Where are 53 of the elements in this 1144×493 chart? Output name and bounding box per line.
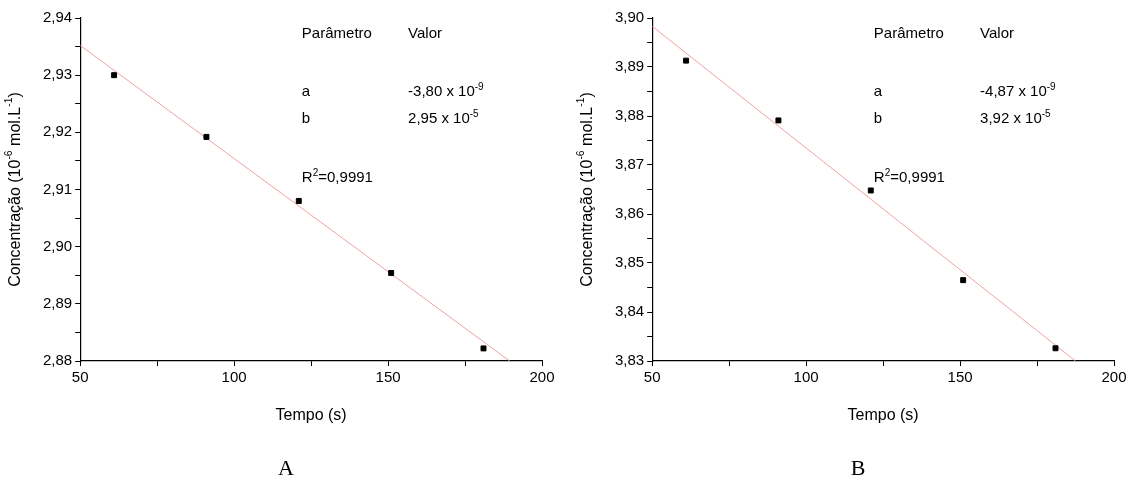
y-tick-label: 2,94 <box>42 8 73 26</box>
x-axis-title: Tempo (s) <box>275 406 347 424</box>
y-tick-label: 3,90 <box>614 8 645 26</box>
annotation: Parâmetro <box>301 23 372 41</box>
annotation: a <box>873 81 883 99</box>
point <box>203 133 210 140</box>
x-tick-label: 100 <box>793 368 819 386</box>
y-tick-label: 3,89 <box>614 57 645 75</box>
annotation: -3,80 x 10$^{-9}$ <box>408 81 484 100</box>
x-tick-label: 150 <box>375 368 401 386</box>
y-axis-title: Concentração (10-6 mol.L-1) <box>574 92 595 287</box>
annotation: Valor <box>980 23 1014 41</box>
text: A <box>277 455 295 481</box>
x-tick-label: 100 <box>221 368 247 386</box>
y-tick-label: 2,88 <box>42 351 73 369</box>
y-tick-label: 3,84 <box>614 302 645 320</box>
y-tick-label: 2,90 <box>42 236 73 254</box>
y-tick-label: 3,86 <box>614 204 645 222</box>
point <box>295 197 302 204</box>
point <box>960 277 967 284</box>
annotation: 3,92 x 10$^{-5}$ <box>980 108 1051 127</box>
y-axis-title: Concentração (10-6 mol.L-1) <box>2 92 23 287</box>
annotation: Valor <box>408 23 442 41</box>
point <box>867 187 874 194</box>
y-tick-label: 2,89 <box>42 293 73 311</box>
point <box>1052 345 1059 352</box>
x-tick-label: 200 <box>1101 368 1127 386</box>
point <box>683 57 690 64</box>
point <box>775 117 782 124</box>
y-tick-label: 3,85 <box>614 253 645 271</box>
x-tick-label: 200 <box>529 368 555 386</box>
y-tick-label: 2,92 <box>42 122 73 140</box>
text: B <box>849 455 867 481</box>
annotation: -4,87 x 10$^{-9}$ <box>980 81 1056 100</box>
annotation: b <box>873 108 883 126</box>
annotation: R$^{2}$=0,9991 <box>873 166 945 185</box>
y-tick-label: 2,93 <box>42 65 73 83</box>
x-tick-label: 50 <box>71 368 89 386</box>
x-tick-label: 50 <box>643 368 661 386</box>
y-tick-label: 3,83 <box>614 351 645 369</box>
x-tick-label: 150 <box>947 368 973 386</box>
point <box>480 345 487 352</box>
point <box>388 269 395 276</box>
annotation: b <box>301 108 311 126</box>
y-tick-label: 3,88 <box>614 106 645 124</box>
x-axis-title: Tempo (s) <box>847 406 919 424</box>
annotation: 2,95 x 10$^{-5}$ <box>408 108 479 127</box>
annotation: R$^{2}$=0,9991 <box>301 166 373 185</box>
annotation: Parâmetro <box>873 23 944 41</box>
point <box>111 72 118 79</box>
y-tick-label: 3,87 <box>614 155 645 173</box>
y-tick-label: 2,91 <box>42 179 73 197</box>
annotation: a <box>301 81 311 99</box>
